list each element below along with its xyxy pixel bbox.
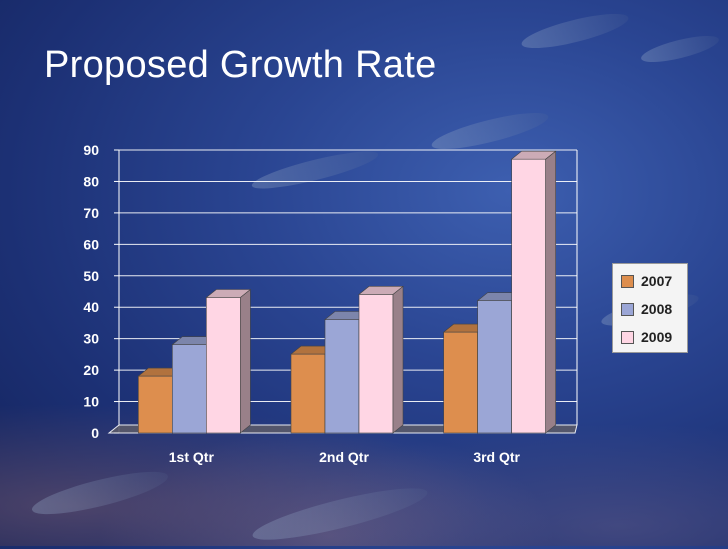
bar-top-2009-2nd-qtr <box>358 286 404 295</box>
y-tick-label: 50 <box>83 268 99 284</box>
legend-item-2009: 2009 <box>621 328 672 346</box>
bar-side-2009-3rd-qtr <box>545 150 556 434</box>
y-tick-label: 10 <box>83 394 99 410</box>
bar-side-2009-1st-qtr <box>240 288 251 434</box>
legend-label-2009: 2009 <box>641 329 673 345</box>
y-tick-label: 30 <box>83 331 99 347</box>
x-tick-label-3rd-qtr: 3rd Qtr <box>473 449 520 465</box>
y-tick-label: 80 <box>83 173 99 189</box>
bar-2008-1st-qtr <box>172 344 207 434</box>
legend-label-2008: 2008 <box>641 301 673 317</box>
legend-label-2007: 2007 <box>641 273 673 289</box>
x-tick-label-1st-qtr: 1st Qtr <box>169 449 215 465</box>
legend-swatch-2009 <box>621 330 634 344</box>
bar-top-2009-3rd-qtr <box>510 150 557 160</box>
legend-swatch-2008 <box>621 302 634 316</box>
bar-2008-2nd-qtr <box>324 319 360 434</box>
y-tick-label: 0 <box>91 425 99 441</box>
bar-2007-2nd-qtr <box>290 353 326 434</box>
legend-swatch-2007 <box>621 274 634 288</box>
bar-2009-1st-qtr <box>206 297 241 434</box>
bar-2007-3rd-qtr <box>443 331 478 434</box>
legend-item-2007: 2007 <box>621 272 672 290</box>
chart-legend: 2007 2008 2009 <box>612 263 688 353</box>
y-tick-label: 40 <box>83 299 99 315</box>
y-tick-label: 60 <box>83 236 99 252</box>
bar-2007-1st-qtr <box>138 375 173 434</box>
x-tick-label-2nd-qtr: 2nd Qtr <box>319 449 369 465</box>
bar-2009-3rd-qtr <box>511 158 546 434</box>
bar-2008-3rd-qtr <box>477 300 512 434</box>
slide-title: Proposed Growth Rate <box>44 44 437 86</box>
bar-top-2009-1st-qtr <box>205 289 252 298</box>
y-tick-label: 90 <box>83 142 99 158</box>
y-tick-label: 20 <box>83 362 99 378</box>
bar-2009-2nd-qtr <box>358 294 394 434</box>
y-tick-label: 70 <box>83 205 99 221</box>
bar-side-2009-2nd-qtr <box>392 285 404 434</box>
legend-item-2008: 2008 <box>621 300 672 318</box>
